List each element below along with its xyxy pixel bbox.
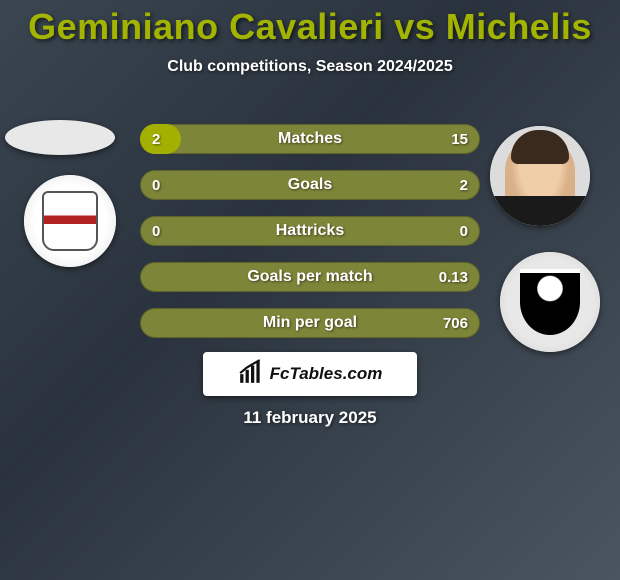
- stat-right-value: 706: [443, 308, 468, 338]
- stat-label: Goals: [140, 170, 480, 200]
- right-club-badge: [500, 252, 600, 352]
- stats-bars: 2 Matches 15 0 Goals 2 0 Hattricks 0 Goa…: [140, 124, 480, 354]
- stat-row: Goals per match 0.13: [140, 262, 480, 292]
- shield-icon: [24, 175, 116, 267]
- subtitle: Club competitions, Season 2024/2025: [0, 58, 620, 76]
- stat-right-value: 15: [451, 124, 468, 154]
- stat-label: Goals per match: [140, 262, 480, 292]
- stat-label: Matches: [140, 124, 480, 154]
- chart-icon: [238, 359, 264, 390]
- stat-row: 0 Goals 2: [140, 170, 480, 200]
- branding-text: FcTables.com: [270, 364, 383, 384]
- stat-label: Min per goal: [140, 308, 480, 338]
- right-player-avatar: [490, 126, 590, 226]
- date-label: 11 february 2025: [0, 408, 620, 428]
- page-title: Geminiano Cavalieri vs Michelis: [0, 0, 620, 48]
- stat-label: Hattricks: [140, 216, 480, 246]
- club-shield-icon: [500, 252, 600, 352]
- stat-right-value: 0: [460, 216, 468, 246]
- left-player-avatar: [5, 120, 115, 155]
- stat-row: 0 Hattricks 0: [140, 216, 480, 246]
- stat-row: Min per goal 706: [140, 308, 480, 338]
- stat-row: 2 Matches 15: [140, 124, 480, 154]
- stat-right-value: 2: [460, 170, 468, 200]
- left-club-badge: [24, 175, 116, 267]
- branding-pill[interactable]: FcTables.com: [203, 352, 417, 396]
- player-face-icon: [490, 126, 590, 226]
- comparison-card: { "title": "Geminiano Cavalieri vs Miche…: [0, 0, 620, 580]
- stat-right-value: 0.13: [439, 262, 468, 292]
